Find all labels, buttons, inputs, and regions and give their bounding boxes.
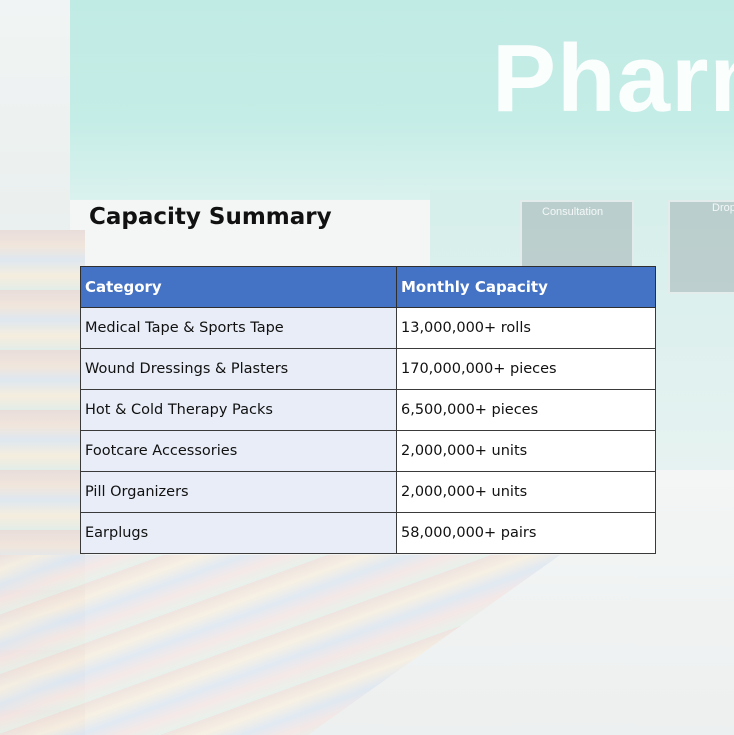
left-ceiling [0, 0, 70, 230]
table-row: Hot & Cold Therapy Packs 6,500,000+ piec… [80, 389, 656, 431]
header-monthly-capacity: Monthly Capacity [396, 266, 656, 308]
table-row: Wound Dressings & Plasters 170,000,000+ … [80, 348, 656, 390]
capacity-cell: 6,500,000+ pieces [396, 389, 656, 431]
counter-display-panel [668, 200, 734, 294]
page-title: Capacity Summary [89, 204, 332, 230]
capacity-cell: 58,000,000+ pairs [396, 512, 656, 554]
capacity-table: Category Monthly Capacity Medical Tape &… [80, 266, 656, 554]
capacity-cell: 2,000,000+ units [396, 471, 656, 513]
consultation-sign: Consultation [542, 206, 604, 218]
capacity-table-container: Category Monthly Capacity Medical Tape &… [80, 266, 656, 554]
category-cell: Pill Organizers [80, 471, 397, 513]
table-row: Pill Organizers 2,000,000+ units [80, 471, 656, 513]
capacity-cell: 170,000,000+ pieces [396, 348, 656, 390]
drop-off-sign: Drop [712, 202, 734, 214]
category-cell: Footcare Accessories [80, 430, 397, 472]
pharmacy-sign: Pharm [492, 25, 734, 132]
table-row: Footcare Accessories 2,000,000+ units [80, 430, 656, 472]
category-cell: Medical Tape & Sports Tape [80, 307, 397, 349]
header-category: Category [80, 266, 397, 308]
table-header-row: Category Monthly Capacity [80, 266, 656, 308]
capacity-cell: 13,000,000+ rolls [396, 307, 656, 349]
category-cell: Wound Dressings & Plasters [80, 348, 397, 390]
category-cell: Earplugs [80, 512, 397, 554]
capacity-cell: 2,000,000+ units [396, 430, 656, 472]
table-row: Medical Tape & Sports Tape 13,000,000+ r… [80, 307, 656, 349]
back-wall [0, 0, 734, 200]
category-cell: Hot & Cold Therapy Packs [80, 389, 397, 431]
table-row: Earplugs 58,000,000+ pairs [80, 512, 656, 554]
